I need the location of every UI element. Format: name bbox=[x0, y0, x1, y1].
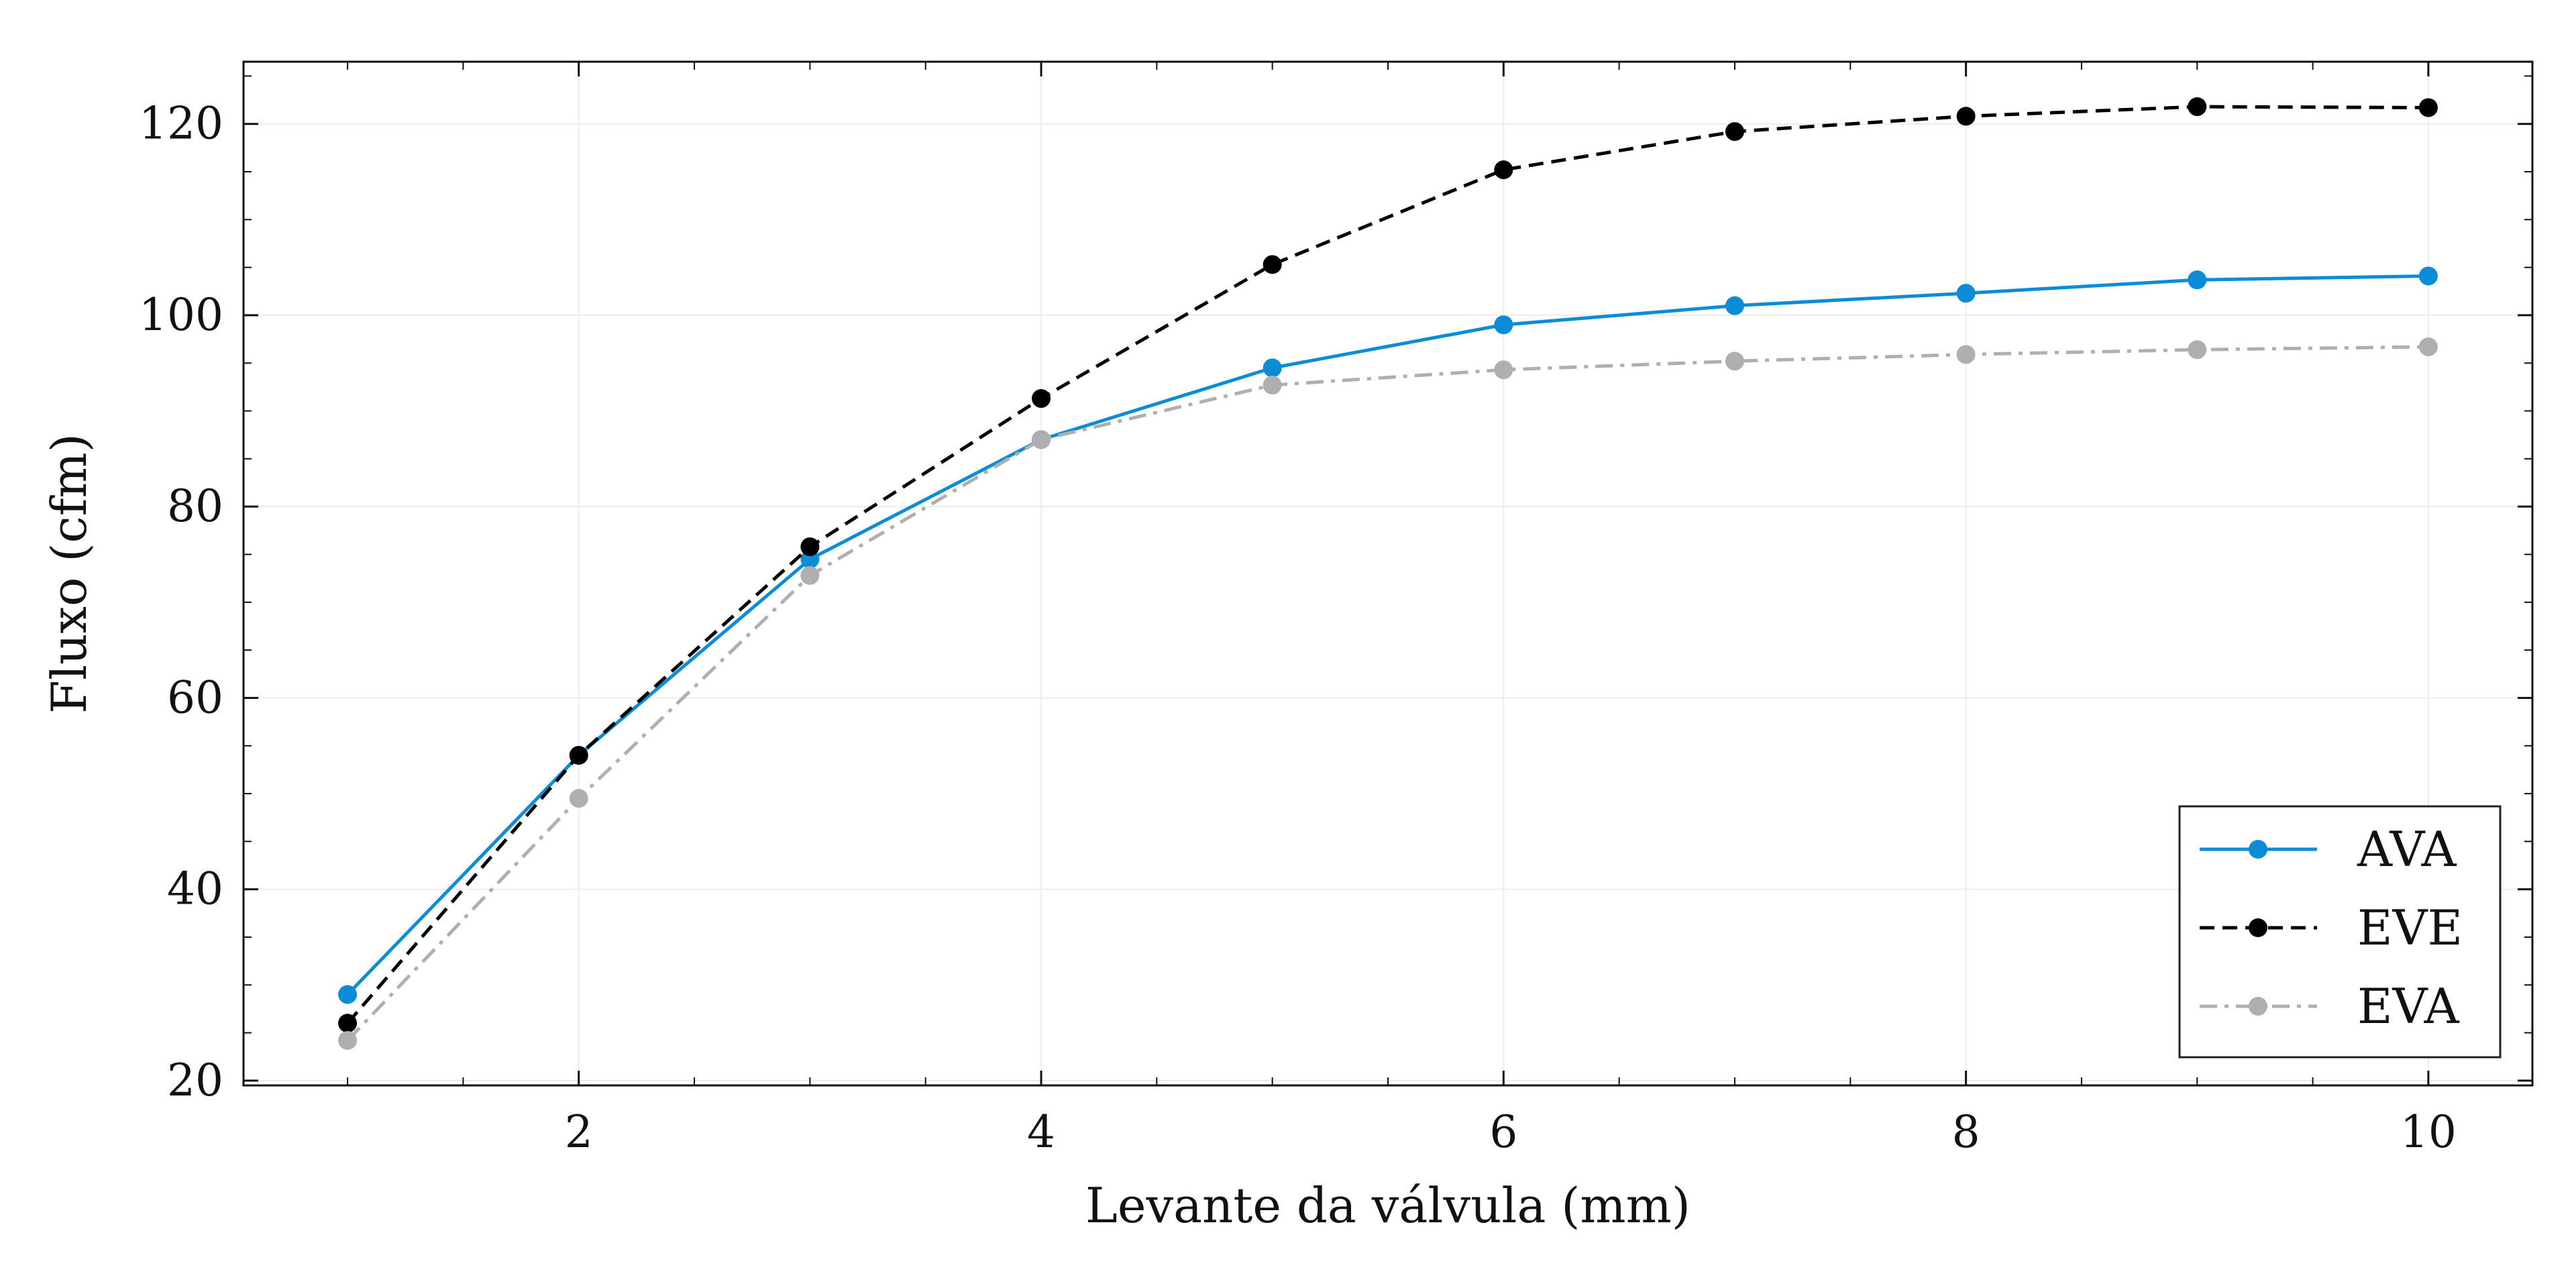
data-point-eva bbox=[569, 789, 588, 808]
y-tick-label: 60 bbox=[167, 672, 223, 723]
data-point-eva bbox=[2188, 340, 2207, 360]
axis-labels: 2 4 6 8 10 20 40 60 80 100 120 bbox=[139, 98, 2457, 1158]
x-axis-title: Levante da válvula (mm) bbox=[1085, 1177, 1690, 1234]
x-tick-label: 8 bbox=[1952, 1106, 1980, 1158]
x-tick-label: 10 bbox=[2400, 1106, 2457, 1158]
data-point-ava bbox=[1263, 358, 1282, 378]
series-eve bbox=[338, 97, 2438, 1033]
legend-label: EVE bbox=[2357, 900, 2463, 956]
series-line-eva bbox=[346, 345, 2428, 1042]
data-point-ava bbox=[338, 985, 358, 1004]
series-line-ava bbox=[346, 274, 2428, 996]
data-point-eve bbox=[569, 745, 588, 765]
data-point-eva bbox=[2418, 337, 2438, 356]
y-tick-label: 120 bbox=[139, 98, 223, 150]
data-point-eva bbox=[1263, 376, 1282, 395]
y-axis-title: Fluxo (cfm) bbox=[41, 433, 97, 714]
legend-item-eve: EVE bbox=[2200, 900, 2463, 956]
data-point-eve bbox=[1956, 107, 1976, 126]
legend-marker-swatch bbox=[2249, 918, 2267, 937]
legend: AVA EVE EVA bbox=[2178, 805, 2502, 1059]
data-point-eva bbox=[1032, 430, 1051, 449]
legend-label: EVA bbox=[2357, 978, 2460, 1034]
data-point-ava bbox=[1956, 284, 1976, 303]
y-tick-label: 20 bbox=[167, 1055, 223, 1106]
x-tick-label: 2 bbox=[565, 1106, 593, 1158]
data-point-eve bbox=[338, 1014, 358, 1033]
legend-item-eva: EVA bbox=[2200, 978, 2460, 1034]
data-point-eve bbox=[1263, 255, 1282, 274]
legend-marker-swatch bbox=[2249, 840, 2267, 859]
y-tick-label: 100 bbox=[139, 289, 223, 341]
data-point-eve bbox=[800, 537, 820, 557]
y-tick-label: 80 bbox=[167, 480, 223, 532]
data-point-eva bbox=[338, 1030, 358, 1050]
data-point-eve bbox=[1494, 160, 1513, 180]
data-point-ava bbox=[1725, 296, 1744, 315]
axis-ticks bbox=[244, 62, 2532, 1085]
data-point-eva bbox=[1725, 352, 1744, 371]
series-eva bbox=[338, 337, 2438, 1050]
legend-item-ava: AVA bbox=[2200, 821, 2457, 877]
data-point-ava bbox=[1494, 315, 1513, 335]
data-point-eve bbox=[1725, 122, 1744, 142]
data-point-eve bbox=[2188, 97, 2207, 117]
series-group bbox=[338, 97, 2438, 1050]
data-point-ava bbox=[2418, 266, 2438, 286]
y-tick-label: 40 bbox=[167, 863, 223, 915]
x-tick-label: 6 bbox=[1489, 1106, 1517, 1158]
data-point-eve bbox=[1032, 389, 1051, 409]
data-point-eva bbox=[1494, 360, 1513, 380]
data-point-eva bbox=[800, 566, 820, 585]
x-tick-label: 4 bbox=[1027, 1106, 1055, 1158]
data-point-eva bbox=[1956, 345, 1976, 364]
data-point-eve bbox=[2418, 98, 2438, 117]
legend-label: AVA bbox=[2357, 821, 2457, 877]
series-line-eve bbox=[346, 105, 2428, 1024]
legend-marker-swatch bbox=[2249, 997, 2267, 1016]
data-point-ava bbox=[2188, 270, 2207, 290]
plot-frame bbox=[242, 60, 2534, 1087]
